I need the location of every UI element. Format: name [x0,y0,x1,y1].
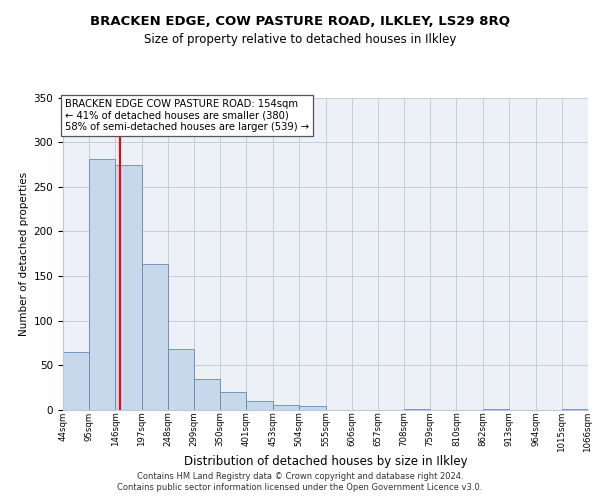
Text: BRACKEN EDGE COW PASTURE ROAD: 154sqm
← 41% of detached houses are smaller (380): BRACKEN EDGE COW PASTURE ROAD: 154sqm ← … [65,100,309,132]
Bar [115,166,142,410]
X-axis label: Distribution of detached houses by size in Ilkley: Distribution of detached houses by size … [184,454,467,468]
Bar [299,406,325,410]
Bar [483,409,509,410]
Bar [89,159,115,410]
Text: Size of property relative to detached houses in Ilkley: Size of property relative to detached ho… [144,33,456,46]
Bar [562,409,588,410]
Bar [404,409,430,410]
Text: Contains HM Land Registry data © Crown copyright and database right 2024.: Contains HM Land Registry data © Crown c… [137,472,463,481]
Bar [247,401,273,410]
Text: Contains public sector information licensed under the Open Government Licence v3: Contains public sector information licen… [118,484,482,492]
Bar [273,404,299,410]
Bar [142,264,168,410]
Bar [63,352,89,410]
Bar [168,350,194,410]
Bar [194,379,220,410]
Text: BRACKEN EDGE, COW PASTURE ROAD, ILKLEY, LS29 8RQ: BRACKEN EDGE, COW PASTURE ROAD, ILKLEY, … [90,15,510,28]
Bar [220,392,247,410]
Y-axis label: Number of detached properties: Number of detached properties [19,172,29,336]
